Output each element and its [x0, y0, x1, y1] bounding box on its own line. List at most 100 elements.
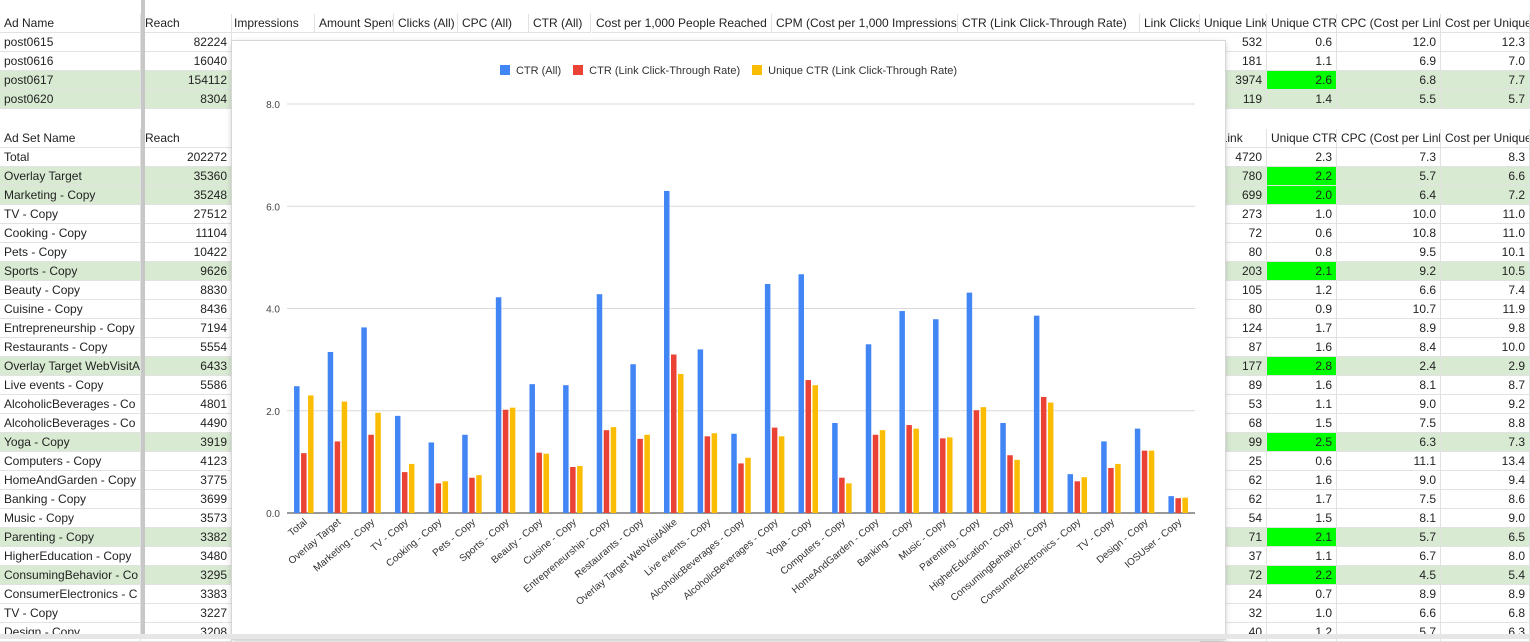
ad-set-name-cell[interactable]: Overlay Target WebVisitA [0, 357, 141, 376]
ul-cell[interactable]: 105 [1200, 281, 1267, 300]
ad-set-name-cell[interactable]: Computers - Copy [0, 452, 141, 471]
uctr-cell[interactable]: 1.4 [1267, 90, 1337, 109]
ad-set-name-cell[interactable]: Yoga - Copy [0, 433, 141, 452]
uctr-cell[interactable]: 0.9 [1267, 300, 1337, 319]
cpc-cell[interactable]: 8.1 [1337, 509, 1441, 528]
cpu-cell[interactable]: 10.0 [1441, 338, 1530, 357]
ul-cell[interactable]: 4720 [1200, 148, 1267, 167]
cpc-cell[interactable]: 9.5 [1337, 243, 1441, 262]
cpu-cell[interactable]: 10.5 [1441, 262, 1530, 281]
cpc-cell[interactable]: 8.1 [1337, 376, 1441, 395]
frozen-column-divider[interactable] [141, 0, 145, 639]
cpu-cell[interactable]: 6.3 [1441, 623, 1530, 642]
cpu-cell[interactable]: 11.9 [1441, 300, 1530, 319]
column-header[interactable]: Amount Spent [315, 14, 394, 33]
cpu-cell[interactable]: 8.8 [1441, 414, 1530, 433]
column-header[interactable]: Reach [141, 129, 232, 148]
uctr-cell[interactable]: 2.0 [1267, 186, 1337, 205]
cpc-cell[interactable]: 9.0 [1337, 395, 1441, 414]
cpc-cell[interactable]: 11.1 [1337, 452, 1441, 471]
column-header[interactable]: CPC (Cost per Link [1337, 129, 1441, 148]
ul-cell[interactable]: 62 [1200, 490, 1267, 509]
ad-set-name-cell[interactable]: HomeAndGarden - Copy [0, 471, 141, 490]
cpu-cell[interactable]: 7.3 [1441, 433, 1530, 452]
uctr-cell[interactable]: 0.6 [1267, 33, 1337, 52]
cpu-cell[interactable]: 8.3 [1441, 148, 1530, 167]
cpc-cell[interactable]: 10.7 [1337, 300, 1441, 319]
column-header[interactable]: Link Clicks [1140, 14, 1200, 33]
uctr-cell[interactable]: 1.0 [1267, 205, 1337, 224]
reach-cell[interactable]: 3382 [141, 528, 232, 547]
ul-cell[interactable]: 80 [1200, 300, 1267, 319]
ad-set-name-cell[interactable]: TV - Copy [0, 604, 141, 623]
cpc-cell[interactable]: 6.9 [1337, 52, 1441, 71]
ad-name-cell[interactable]: post0616 [0, 52, 141, 71]
reach-cell[interactable]: 6433 [141, 357, 232, 376]
cpu-cell[interactable]: 12.3 [1441, 33, 1530, 52]
uctr-cell[interactable]: 2.2 [1267, 566, 1337, 585]
cpu-cell[interactable]: 9.0 [1441, 509, 1530, 528]
ul-cell[interactable]: 25 [1200, 452, 1267, 471]
uctr-cell[interactable]: 0.7 [1267, 585, 1337, 604]
uctr-cell[interactable]: 1.2 [1267, 281, 1337, 300]
uctr-cell[interactable]: 0.6 [1267, 452, 1337, 471]
cpu-cell[interactable]: 7.0 [1441, 52, 1530, 71]
uctr-cell[interactable]: 1.6 [1267, 338, 1337, 357]
cpc-cell[interactable]: 6.6 [1337, 604, 1441, 623]
reach-cell[interactable]: 16040 [141, 52, 232, 71]
ad-set-name-cell[interactable]: Parenting - Copy [0, 528, 141, 547]
reach-cell[interactable]: 3383 [141, 585, 232, 604]
uctr-cell[interactable]: 1.1 [1267, 547, 1337, 566]
horizontal-scrollbar[interactable] [0, 634, 1530, 639]
column-header[interactable]: Unique Link [1200, 14, 1267, 33]
reach-cell[interactable]: 3227 [141, 604, 232, 623]
ul-cell[interactable]: 62 [1200, 471, 1267, 490]
reach-cell[interactable]: 7194 [141, 319, 232, 338]
ul-cell[interactable]: 80 [1200, 243, 1267, 262]
ad-set-name-cell[interactable]: Cuisine - Copy [0, 300, 141, 319]
column-header[interactable]: Cost per 1,000 People Reached [592, 14, 772, 33]
reach-cell[interactable]: 4123 [141, 452, 232, 471]
ad-set-name-cell[interactable]: Live events - Copy [0, 376, 141, 395]
reach-cell[interactable]: 35360 [141, 167, 232, 186]
reach-cell[interactable]: 8830 [141, 281, 232, 300]
column-header[interactable]: CPC (All) [458, 14, 529, 33]
column-header[interactable]: Ad Name [0, 14, 141, 33]
cpu-cell[interactable]: 6.5 [1441, 528, 1530, 547]
ad-set-name-cell[interactable]: Cooking - Copy [0, 224, 141, 243]
cpu-cell[interactable]: 7.2 [1441, 186, 1530, 205]
ul-cell[interactable]: 72 [1200, 224, 1267, 243]
uctr-cell[interactable]: 1.7 [1267, 490, 1337, 509]
ul-cell[interactable]: 89 [1200, 376, 1267, 395]
uctr-cell[interactable]: 1.0 [1267, 604, 1337, 623]
uctr-cell[interactable]: 2.5 [1267, 433, 1337, 452]
cpc-cell[interactable]: 6.7 [1337, 547, 1441, 566]
cpu-cell[interactable]: 8.9 [1441, 585, 1530, 604]
column-header[interactable]: Cost per Unique [1441, 129, 1530, 148]
cpc-cell[interactable]: 8.4 [1337, 338, 1441, 357]
reach-cell[interactable]: 5586 [141, 376, 232, 395]
reach-cell[interactable]: 3295 [141, 566, 232, 585]
cpc-cell[interactable]: 7.5 [1337, 490, 1441, 509]
column-header[interactable]: CPC (Cost per Link [1337, 14, 1441, 33]
ul-cell[interactable]: 68 [1200, 414, 1267, 433]
reach-cell[interactable]: 8304 [141, 90, 232, 109]
cpu-cell[interactable]: 13.4 [1441, 452, 1530, 471]
ad-set-name-cell[interactable]: HigherEducation - Copy [0, 547, 141, 566]
cpu-cell[interactable]: 8.6 [1441, 490, 1530, 509]
uctr-cell[interactable]: 1.5 [1267, 414, 1337, 433]
column-header[interactable]: Reach [141, 14, 232, 33]
reach-cell[interactable]: 5554 [141, 338, 232, 357]
ad-set-name-cell[interactable]: AlcoholicBeverages - Co [0, 395, 141, 414]
uctr-cell[interactable]: 2.6 [1267, 71, 1337, 90]
reach-cell[interactable]: 202272 [141, 148, 232, 167]
ad-set-name-cell[interactable]: Pets - Copy [0, 243, 141, 262]
ul-cell[interactable]: 124 [1200, 319, 1267, 338]
ad-set-name-cell[interactable]: Restaurants - Copy [0, 338, 141, 357]
cpu-cell[interactable]: 5.4 [1441, 566, 1530, 585]
ad-set-name-cell[interactable]: ConsumerElectronics - C [0, 585, 141, 604]
ad-set-name-cell[interactable]: TV - Copy [0, 205, 141, 224]
reach-cell[interactable]: 27512 [141, 205, 232, 224]
reach-cell[interactable]: 3208 [141, 623, 232, 642]
cpc-cell[interactable]: 8.9 [1337, 319, 1441, 338]
